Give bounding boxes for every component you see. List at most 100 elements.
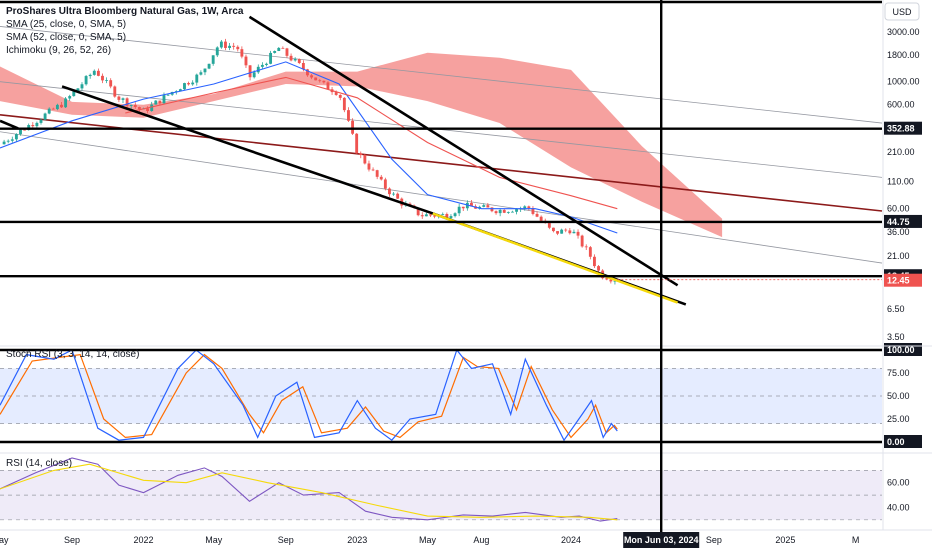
candle	[527, 205, 531, 211]
rsi-ma-line	[0, 463, 618, 521]
channel-line-2[interactable]	[0, 131, 883, 264]
candle	[224, 38, 227, 51]
channel-line-0[interactable]	[0, 26, 883, 124]
candle	[228, 43, 232, 51]
currency-label: USD	[892, 7, 912, 17]
stoch-rsi-pane[interactable]	[0, 348, 882, 444]
candle	[68, 94, 72, 101]
candle	[125, 97, 129, 108]
support-line-yellow[interactable]	[432, 212, 679, 304]
stoch-k-line	[0, 348, 618, 442]
price-badge-label: 352.88	[887, 124, 915, 134]
candle	[306, 68, 309, 77]
candle	[277, 46, 281, 52]
rsi-line	[0, 457, 618, 522]
candle	[265, 62, 268, 67]
crosshair-date-label: Mon Jun 03, 2024	[624, 535, 699, 545]
x-tick: Sep	[64, 535, 80, 545]
candle	[363, 153, 367, 165]
candle	[19, 129, 22, 136]
candle	[552, 227, 555, 233]
price-ytick: 1800.00	[887, 50, 920, 60]
currency-button[interactable]: USD	[884, 2, 920, 21]
trendline-3[interactable]	[248, 15, 679, 287]
candle	[556, 231, 559, 236]
candle	[84, 75, 88, 86]
trendline-0[interactable]	[0, 119, 19, 130]
candle	[199, 70, 203, 76]
sma52-line	[125, 76, 618, 210]
candle	[322, 80, 326, 84]
legend-sma52: SMA (52, close, 0, SMA, 5)	[6, 32, 126, 43]
legend-ichimoku: Ichimoku (9, 26, 52, 26)	[6, 45, 111, 56]
crosshair-date-badge: Mon Jun 03, 2024	[623, 532, 700, 548]
candle	[133, 102, 137, 109]
candle	[269, 50, 273, 65]
price-pane[interactable]	[0, 15, 883, 306]
candle	[588, 245, 592, 260]
price-ytick: 3000.00	[887, 27, 920, 37]
x-tick: 2024	[561, 535, 581, 545]
stoch-d-line	[0, 353, 618, 439]
stoch-ytick: 50.00	[887, 391, 910, 401]
candle	[191, 80, 195, 86]
candle	[289, 53, 293, 62]
price-badge-label: 44.75	[887, 217, 910, 227]
candle	[535, 211, 539, 218]
candle	[494, 210, 498, 215]
last-price-badge: 12.45	[884, 273, 922, 287]
price-badge: 44.75	[884, 214, 922, 228]
legend-sma25: SMA (25, close, 0, SMA, 5)	[6, 19, 126, 30]
x-tick: 2022	[133, 535, 153, 545]
candle	[109, 78, 113, 89]
candle	[383, 177, 387, 191]
x-tick: May	[0, 535, 9, 545]
ichimoku-cloud	[0, 52, 723, 238]
candle	[461, 206, 465, 211]
candle	[256, 64, 260, 74]
candle	[297, 58, 301, 65]
candle	[593, 254, 596, 268]
candle	[314, 77, 318, 81]
candle	[55, 103, 59, 111]
candle	[449, 214, 453, 219]
main-channel-line[interactable]	[0, 114, 883, 212]
legend-rsi: RSI (14, close)	[6, 458, 72, 469]
price-ytick: 600.00	[887, 100, 915, 110]
candle	[219, 39, 223, 49]
x-tick: Sep	[706, 535, 722, 545]
x-tick: 2025	[775, 535, 795, 545]
stoch-badge: 100.00	[884, 343, 922, 356]
candle	[88, 73, 92, 79]
candle	[51, 107, 55, 110]
candle	[584, 244, 588, 251]
candle	[285, 47, 289, 58]
candle	[240, 46, 244, 59]
candle	[453, 212, 457, 218]
x-tick: May	[205, 535, 223, 545]
stoch-ytick: 25.00	[887, 414, 910, 424]
candle	[531, 206, 535, 216]
candle	[338, 94, 342, 101]
stoch-badge-label: 0.00	[887, 437, 905, 447]
candle	[388, 187, 391, 197]
candle	[39, 118, 43, 125]
candle	[379, 174, 383, 181]
x-tick: May	[419, 535, 437, 545]
price-ytick: 60.00	[887, 204, 910, 214]
candle	[580, 234, 584, 248]
trendline-1[interactable]	[61, 85, 434, 215]
candle	[154, 100, 158, 105]
candle	[105, 77, 109, 84]
price-ytick: 1000.00	[887, 77, 920, 87]
candle	[166, 94, 170, 96]
rsi-pane[interactable]	[0, 457, 882, 522]
candle	[281, 46, 285, 49]
candle	[342, 97, 346, 113]
candle	[597, 265, 600, 273]
candle	[441, 212, 445, 215]
legend-stoch: Stoch RSI (3, 3, 14, 14, close)	[6, 349, 139, 360]
candle	[2, 139, 6, 145]
candle	[72, 90, 76, 97]
